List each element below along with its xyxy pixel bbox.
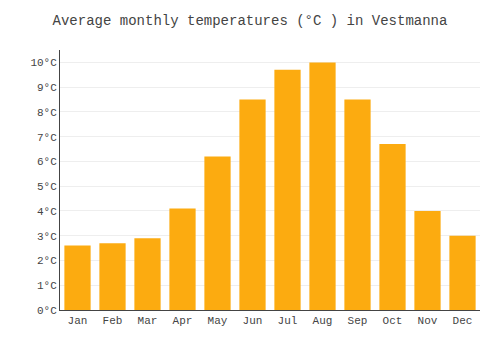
svg-text:10°C: 10°C	[30, 57, 57, 69]
svg-text:Average monthly temperatures (: Average monthly temperatures (°C ) in Ve…	[53, 13, 448, 29]
svg-text:Jul: Jul	[278, 315, 298, 327]
svg-text:Nov: Nov	[418, 315, 438, 327]
svg-text:Jan: Jan	[68, 315, 88, 327]
svg-text:6°C: 6°C	[37, 156, 57, 168]
svg-text:Aug: Aug	[313, 315, 333, 327]
svg-text:Mar: Mar	[138, 315, 158, 327]
svg-text:Feb: Feb	[103, 315, 123, 327]
svg-text:2°C: 2°C	[37, 255, 57, 267]
svg-text:Dec: Dec	[453, 315, 473, 327]
svg-text:8°C: 8°C	[37, 107, 57, 119]
svg-text:5°C: 5°C	[37, 181, 57, 193]
svg-text:Sep: Sep	[348, 315, 368, 327]
svg-text:Jun: Jun	[243, 315, 263, 327]
svg-text:1°C: 1°C	[37, 280, 57, 292]
svg-text:3°C: 3°C	[37, 231, 57, 243]
svg-text:May: May	[208, 315, 228, 327]
svg-text:4°C: 4°C	[37, 206, 57, 218]
svg-text:9°C: 9°C	[37, 82, 57, 94]
svg-text:Apr: Apr	[173, 315, 193, 327]
svg-text:7°C: 7°C	[37, 132, 57, 144]
svg-text:0°C: 0°C	[37, 305, 57, 317]
svg-text:Oct: Oct	[383, 315, 403, 327]
